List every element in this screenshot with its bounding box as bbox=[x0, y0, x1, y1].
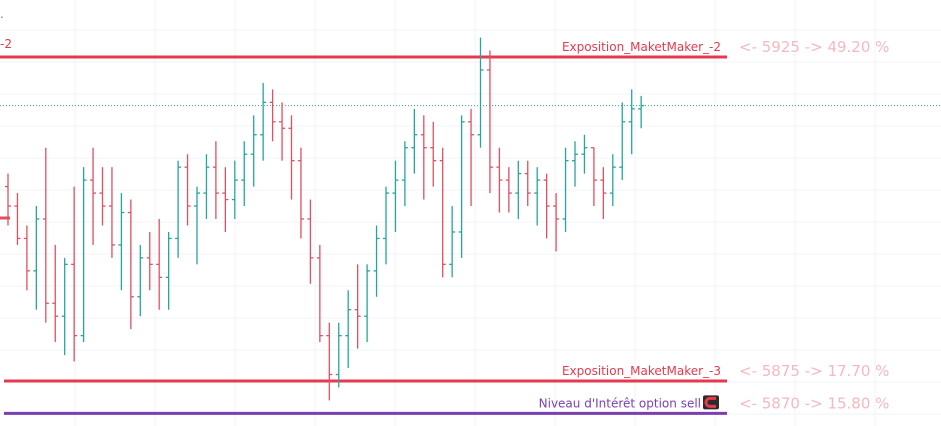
level-name-label: Exposition_MaketMaker_-2 bbox=[562, 40, 721, 54]
ohlc-bar bbox=[590, 147, 597, 207]
ohlc-bar bbox=[14, 193, 21, 245]
level-name-label: Exposition_MaketMaker_-3 bbox=[562, 364, 721, 378]
ohlc-bar bbox=[260, 82, 267, 161]
ohlc-bar bbox=[279, 102, 286, 161]
ohlc-bar bbox=[638, 95, 645, 129]
ohlc-bar bbox=[411, 108, 418, 174]
ohlc-bar bbox=[118, 193, 125, 291]
ohlc-bar bbox=[562, 147, 569, 232]
ohlc-bars bbox=[5, 37, 645, 401]
ohlc-bar bbox=[458, 115, 465, 258]
ohlc-bar bbox=[364, 264, 371, 343]
ohlc-bar bbox=[307, 199, 314, 284]
ohlc-bar bbox=[175, 160, 182, 258]
ohlc-bar bbox=[430, 121, 437, 187]
ohlc-bar bbox=[524, 160, 531, 207]
ohlc-bar bbox=[137, 244, 144, 317]
ohlc-bar bbox=[99, 167, 106, 226]
ohlc-bar bbox=[212, 141, 219, 219]
ohlc-bar bbox=[496, 147, 503, 213]
level-price-pct-label: <- 5925 -> 49.20 % bbox=[739, 38, 889, 56]
ohlc-bar bbox=[316, 244, 323, 343]
ohlc-bar bbox=[52, 244, 59, 343]
ohlc-bar bbox=[90, 147, 97, 245]
ohlc-bar bbox=[609, 154, 616, 207]
level-name-label: Niveau d'Intérêt option sell bbox=[539, 396, 701, 410]
ohlc-bar bbox=[628, 89, 635, 155]
magnet-icon bbox=[703, 395, 719, 410]
ohlc-bar bbox=[241, 141, 248, 207]
ohlc-bar bbox=[80, 167, 87, 343]
ohlc-bar bbox=[401, 141, 408, 207]
ohlc-bar bbox=[194, 186, 200, 265]
ohlc-bar bbox=[392, 160, 399, 232]
ohlc-bar bbox=[477, 37, 484, 148]
ohlc-bar bbox=[373, 225, 380, 297]
ohlc-bar bbox=[156, 219, 163, 310]
ohlc-bar bbox=[572, 141, 578, 187]
ohlc-bar bbox=[420, 115, 427, 200]
ohlc-bar bbox=[231, 160, 238, 219]
ohlc-bar bbox=[61, 257, 68, 356]
ohlc-bar bbox=[468, 108, 475, 207]
ohlc-bar bbox=[23, 225, 30, 291]
ohlc-bar bbox=[5, 173, 11, 226]
ohlc-bar bbox=[326, 322, 333, 401]
ohlc-bar bbox=[619, 102, 626, 181]
level-price-pct-label: <- 5875 -> 17.70 % bbox=[739, 362, 889, 380]
ohlc-bar bbox=[515, 160, 522, 219]
ohlc-bar bbox=[250, 115, 257, 187]
level-labels: Exposition_MaketMaker_-2 <- 5925 -> 49.20… bbox=[539, 38, 890, 412]
ohlc-bar bbox=[288, 115, 295, 200]
ohlc-bar bbox=[345, 290, 352, 369]
ohlc-bar bbox=[269, 89, 276, 142]
level-lines bbox=[0, 55, 727, 415]
ohlc-bar bbox=[505, 167, 512, 213]
corner-text: -2 bbox=[0, 37, 12, 51]
ohlc-bar bbox=[439, 147, 446, 278]
ohlc-bar bbox=[184, 154, 191, 226]
ohlc-bar bbox=[486, 50, 493, 194]
ohlc-bar bbox=[203, 154, 210, 219]
ohlc-bar bbox=[33, 206, 40, 310]
ohlc-bar bbox=[581, 134, 588, 174]
corner-fragment: . bbox=[0, 7, 4, 21]
ohlc-bar bbox=[222, 167, 229, 232]
ohlc-bar bbox=[354, 264, 361, 349]
ohlc-bar bbox=[42, 147, 49, 323]
ohlc-bar bbox=[335, 322, 342, 388]
ohlc-bar bbox=[543, 173, 550, 239]
ohlc-bar bbox=[165, 231, 172, 310]
ohlc-bar bbox=[534, 167, 541, 226]
ohlc-bar bbox=[297, 147, 304, 239]
ohlc-bar bbox=[71, 186, 78, 362]
ohlc-bar bbox=[127, 199, 134, 330]
ohlc-bar bbox=[449, 206, 456, 278]
ohlc-bar bbox=[553, 193, 560, 252]
ohlc-bar bbox=[600, 167, 607, 219]
ohlc-bar bbox=[108, 167, 115, 258]
ohlc-bar bbox=[383, 186, 389, 265]
level-price-pct-label: <- 5870 -> 15.80 % bbox=[739, 394, 889, 412]
ohlc-bar bbox=[146, 231, 153, 291]
